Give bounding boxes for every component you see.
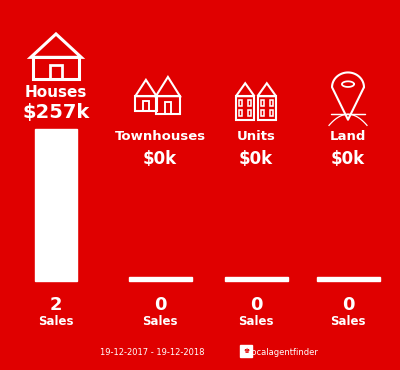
Text: 0: 0: [154, 296, 166, 314]
Text: Sales: Sales: [238, 315, 274, 329]
Text: 0: 0: [342, 296, 354, 314]
Text: Houses: Houses: [25, 85, 87, 100]
Bar: [236, 96, 254, 120]
Bar: [239, 110, 242, 116]
Text: Townhouses: Townhouses: [114, 130, 206, 144]
Bar: [248, 100, 251, 106]
Bar: [50, 65, 62, 78]
Bar: [239, 100, 242, 106]
Text: 2: 2: [50, 296, 62, 314]
Bar: [270, 110, 273, 116]
Bar: [270, 100, 273, 106]
Text: ♚: ♚: [243, 348, 249, 354]
Text: 0: 0: [250, 296, 262, 314]
Bar: [248, 110, 251, 116]
Bar: [261, 100, 264, 106]
Text: Sales: Sales: [38, 315, 74, 329]
Bar: [156, 96, 180, 114]
Bar: [261, 110, 264, 116]
Text: Sales: Sales: [330, 315, 366, 329]
Bar: [35, 130, 77, 281]
Bar: [240, 345, 252, 357]
Text: $0k: $0k: [239, 150, 273, 168]
Text: localagentfinder: localagentfinder: [250, 348, 318, 357]
Text: $0k: $0k: [143, 150, 177, 168]
Text: Land: Land: [330, 130, 366, 144]
Bar: [33, 57, 79, 78]
Bar: [224, 277, 288, 281]
Text: Units: Units: [236, 130, 276, 144]
Bar: [316, 277, 380, 281]
Text: $0k: $0k: [331, 150, 365, 168]
Text: 19-12-2017 - 19-12-2018: 19-12-2017 - 19-12-2018: [100, 348, 204, 357]
Text: $257k: $257k: [22, 103, 90, 122]
Bar: [128, 277, 192, 281]
Bar: [135, 96, 156, 111]
Bar: [165, 102, 171, 114]
Bar: [143, 101, 149, 111]
Text: Sales: Sales: [142, 315, 178, 329]
Bar: [258, 96, 276, 120]
